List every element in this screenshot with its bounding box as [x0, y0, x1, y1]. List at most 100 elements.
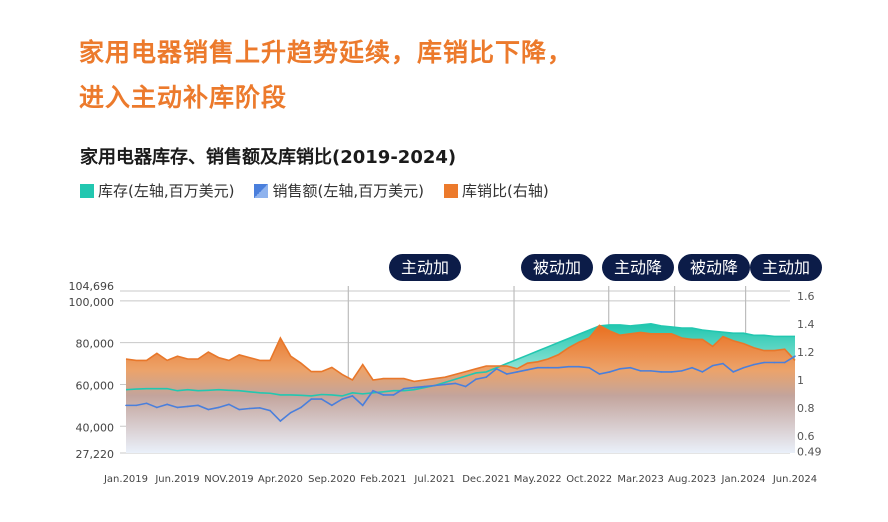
phase-label: 主动降 — [602, 254, 674, 281]
sales-point — [392, 394, 395, 396]
sales-point — [567, 365, 570, 368]
sales-point — [598, 373, 601, 375]
sales-point — [145, 402, 148, 405]
headline-line-2: 进入主动补库阶段 — [79, 83, 288, 112]
sales-point — [711, 364, 714, 367]
sales-point — [403, 387, 405, 390]
sales-point — [228, 403, 230, 406]
sales-point — [526, 369, 529, 371]
sales-point — [557, 366, 560, 369]
sales-point — [423, 385, 426, 388]
sales-point — [578, 365, 580, 368]
sales-point — [783, 361, 786, 364]
phase-text: 主动加 — [762, 258, 810, 277]
right-tick-label: 0.8 — [797, 402, 815, 415]
sales-point — [279, 420, 282, 422]
legend-swatch — [443, 183, 458, 198]
inventory-line — [125, 323, 795, 397]
right-tick-label: 1.2 — [797, 346, 815, 359]
phase-pill — [678, 254, 750, 281]
phase-text: 主动降 — [614, 258, 662, 277]
sales-point — [186, 405, 189, 408]
sales-point — [156, 406, 158, 409]
legend-label: 销售额(左轴,百万美元) — [272, 182, 424, 200]
legend-label: 库存(左轴,百万美元) — [98, 182, 235, 200]
sales-point — [475, 378, 477, 381]
sales-point — [413, 386, 415, 389]
phase-label: 被动降 — [678, 254, 750, 281]
sales-point — [794, 355, 796, 358]
sales-point — [166, 403, 168, 406]
x-tick-label: Feb.2021 — [360, 474, 406, 485]
left-tick-label: 40,000 — [76, 421, 115, 434]
sales-point — [639, 370, 642, 372]
right-tick-label: 0.6 — [797, 430, 815, 443]
right-tick-label: 1.6 — [797, 290, 815, 303]
sales-point — [660, 371, 662, 373]
phase-label: 被动加 — [521, 254, 593, 281]
sales-point — [495, 367, 498, 370]
x-tick-label: Jan.2019 — [103, 474, 148, 485]
left-tick-label: 27,220 — [76, 448, 115, 461]
x-tick-label: Jun.2024 — [772, 474, 817, 485]
sales-point — [485, 376, 488, 378]
sales-point — [135, 404, 138, 407]
phase-label: 主动加 — [389, 254, 461, 281]
legend-item-inventory[interactable]: 库存(左轴,百万美元) — [80, 180, 234, 201]
sales-point — [238, 408, 241, 411]
sales-point — [341, 398, 343, 400]
legend-item-sales[interactable]: 销售额(左轴,百万美元) — [254, 180, 424, 201]
right-tick-label: 1.4 — [797, 318, 815, 331]
sales-point — [650, 370, 652, 372]
sales-point — [176, 406, 179, 409]
sales-point — [454, 382, 457, 385]
sales-point — [722, 362, 724, 365]
sales-point — [361, 404, 364, 407]
sales-point — [351, 395, 354, 397]
sales-point — [444, 383, 446, 386]
sales-point — [331, 404, 333, 407]
x-tick-label: Apr.2020 — [258, 474, 303, 485]
sales-point — [732, 371, 735, 373]
sales-point — [691, 366, 693, 369]
phase-pill — [750, 254, 822, 281]
sales-point — [259, 407, 261, 409]
sales-point — [701, 371, 704, 373]
sales-point — [742, 366, 745, 369]
sales-point — [248, 407, 251, 410]
sales-point — [753, 363, 755, 366]
sales-point — [269, 409, 271, 412]
sales-point — [588, 366, 590, 369]
phase-pill — [602, 254, 674, 281]
sales-point — [320, 398, 323, 400]
phase-text: 主动加 — [401, 258, 449, 277]
x-tick-label: Aug.2023 — [668, 474, 716, 485]
phase-pill — [389, 254, 461, 281]
sales-point — [670, 371, 673, 373]
sales-point — [217, 406, 220, 409]
sales-point — [197, 404, 199, 407]
sales-point — [773, 361, 776, 364]
ratio-line — [125, 324, 796, 383]
legend-label: 库销比(右轴) — [461, 182, 549, 200]
legend-item-ratio[interactable]: 库销比(右轴) — [443, 180, 549, 201]
sales-point — [289, 411, 292, 414]
sales-point — [310, 398, 313, 400]
legend: 库存(左轴,百万美元) 销售额(左轴,百万美元) 库销比(右轴) — [80, 180, 549, 201]
x-tick-label: Dec.2021 — [462, 474, 510, 485]
phase-text: 被动加 — [533, 258, 581, 277]
left-tick-label: 100,000 — [69, 296, 115, 309]
x-tick-label: Sep.2020 — [308, 474, 355, 485]
phase-pill — [521, 254, 593, 281]
x-tick-label: Oct.2022 — [566, 474, 612, 485]
sales-point — [763, 361, 765, 364]
headline-line-1: 家用电器销售上升趋势延续，库销比下降， — [79, 38, 574, 67]
x-tick-label: NOV.2019 — [204, 474, 253, 485]
sales-point — [464, 385, 467, 388]
sales-point — [433, 384, 436, 387]
sales-point — [506, 373, 508, 375]
sales-point — [547, 366, 549, 369]
sales-point — [629, 366, 632, 369]
x-tick-label: Mar.2023 — [617, 474, 664, 485]
